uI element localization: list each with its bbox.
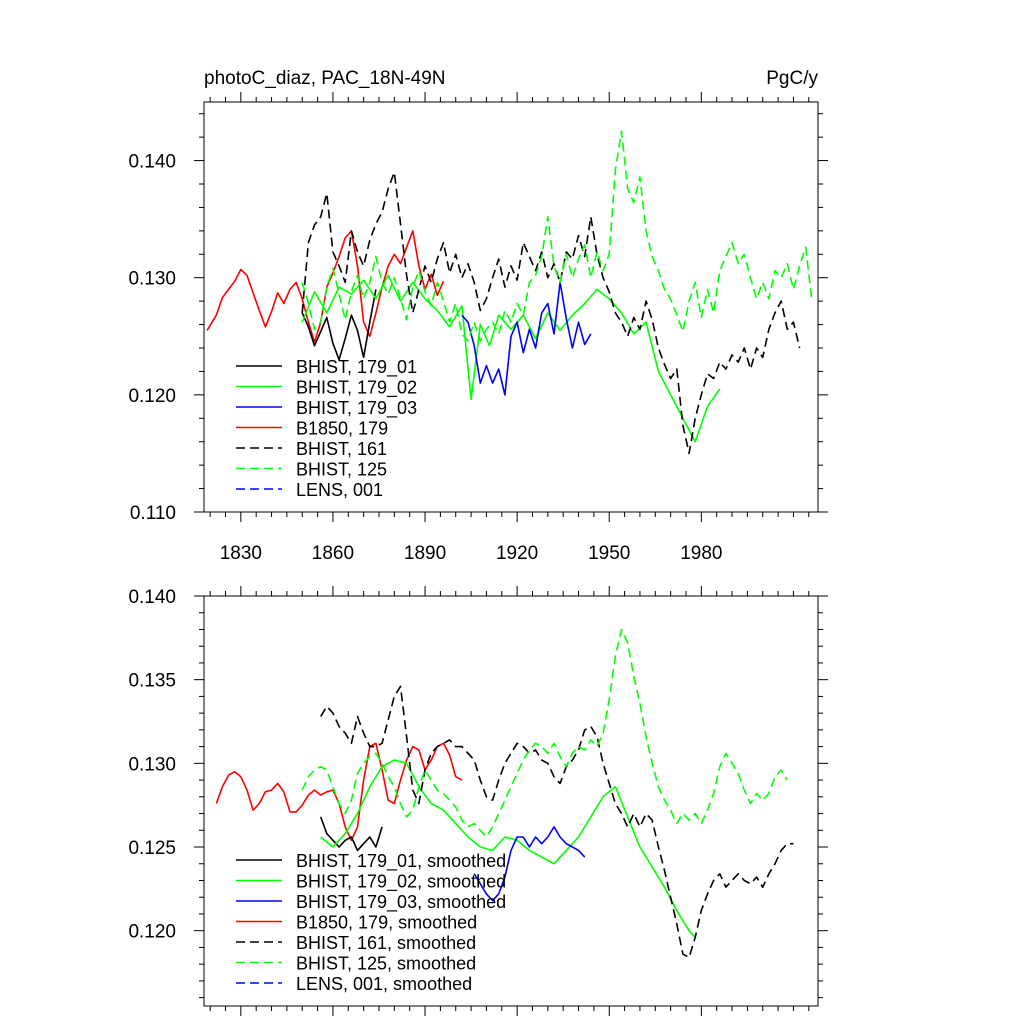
bottom-legend-label-4: BHIST, 161, smoothed <box>296 933 476 953</box>
bottom-plot-frame <box>203 595 819 1007</box>
top-legend-label-1: BHIST, 179_02 <box>296 378 417 399</box>
top-series-line-1 <box>301 289 377 361</box>
bottom-legend-label-5: BHIST, 125, smoothed <box>296 954 476 974</box>
bottom-y-tick-label: 0.130 <box>128 754 176 775</box>
top-legend-label-0: BHIST, 179_01 <box>296 357 417 378</box>
top-x-tick-label: 1950 <box>588 543 630 564</box>
top-panel: 1830 1860 1890 1920 1950 1980 0.110 0.120 0.130 0… <box>128 92 828 564</box>
top-y-tick-label: 0.120 <box>128 386 176 407</box>
top-plot-frame <box>203 101 819 513</box>
top-legend-label-6: LENS, 001 <box>296 480 383 500</box>
top-legend-label-3: B1850, 179 <box>296 419 388 439</box>
top-x-tick-label: 1920 <box>496 543 538 564</box>
top-x-tick-label: 1890 <box>404 543 446 564</box>
bottom-series-line-3 <box>473 826 586 902</box>
top-legend-label-4: BHIST, 161 <box>296 439 387 459</box>
top-series-line-4 <box>301 171 801 455</box>
top-series-line-2 <box>301 274 721 443</box>
chart-title: photoC_diaz, PAC_18N-49N <box>204 68 446 89</box>
bottom-legend-label-6: LENS, 001, smoothed <box>296 974 472 994</box>
bottom-legend-label-3: B1850, 179, smoothed <box>296 913 477 933</box>
bottom-y-tick-label: 0.125 <box>128 838 176 859</box>
top-x-tick-label: 1860 <box>312 543 354 564</box>
top-legend-label-5: BHIST, 125 <box>296 460 387 480</box>
top-x-tick-label: 1830 <box>220 543 262 564</box>
bottom-legend-label-0: BHIST, 179_01, smoothed <box>296 851 506 872</box>
bottom-legend-label-2: BHIST, 179_03, smoothed <box>296 892 506 913</box>
bottom-y-tick-label: 0.120 <box>128 922 176 943</box>
bottom-panel: 0.120 0.125 0.130 0.135 0.140 BHIST, 179_01, … <box>128 586 828 1016</box>
bottom-series-line-4 <box>320 685 794 959</box>
bottom-series-line-2 <box>320 759 696 938</box>
top-series-line-3 <box>461 281 592 396</box>
bottom-y-tick-label: 0.140 <box>128 587 176 608</box>
top-x-tick-label: 1980 <box>680 543 722 564</box>
chart-units: PgC/y <box>766 68 818 89</box>
bottom-series-line-5 <box>301 628 788 838</box>
bottom-legend-label-1: BHIST, 179_02, smoothed <box>296 872 506 893</box>
top-y-tick-label: 0.140 <box>128 152 176 173</box>
bottom-y-tick-label: 0.135 <box>128 671 176 692</box>
bottom-series-line-1 <box>319 816 383 852</box>
top-series-line-5 <box>301 130 813 342</box>
top-y-tick-label: 0.130 <box>128 269 176 290</box>
top-y-tick-label: 0.110 <box>130 503 176 524</box>
bottom-series-group <box>215 628 794 959</box>
top-legend-label-2: BHIST, 179_03 <box>296 398 417 419</box>
top-series-group <box>206 130 813 455</box>
